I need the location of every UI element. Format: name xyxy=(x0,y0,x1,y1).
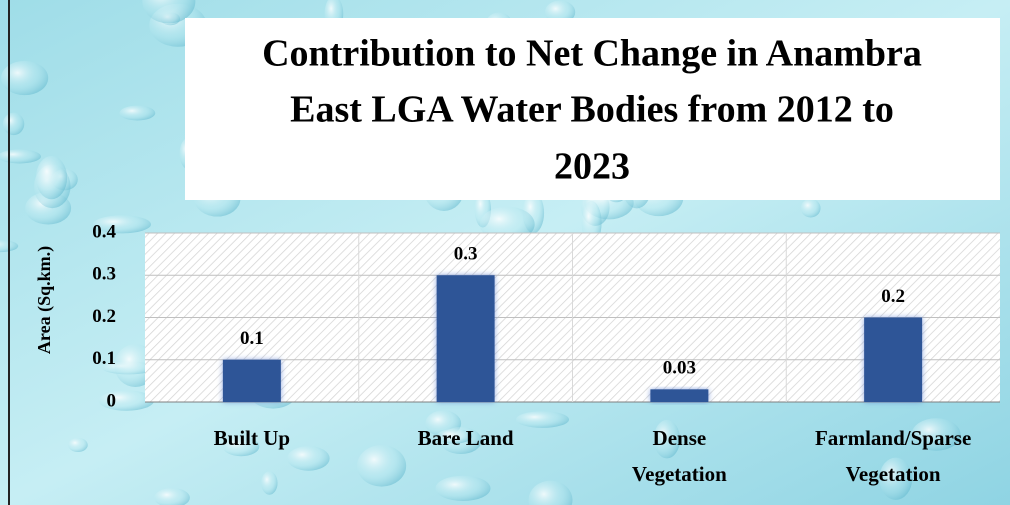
drop xyxy=(356,445,407,487)
y-tick-label: 0 xyxy=(107,390,117,411)
drop xyxy=(154,488,190,505)
drop xyxy=(528,480,573,505)
x-tick-label: Built Up xyxy=(214,426,290,450)
drop xyxy=(515,411,570,428)
drop xyxy=(222,436,260,457)
y-axis-label: Area (Sq.km.) xyxy=(34,246,55,354)
data-label: 0.3 xyxy=(454,244,478,265)
x-tick-label: Farmland/Sparse Vegetation xyxy=(815,426,971,486)
bar xyxy=(650,389,709,402)
drop xyxy=(92,215,151,234)
y-tick-label: 0.3 xyxy=(92,264,116,285)
x-tick-label: Bare Land xyxy=(418,426,514,450)
drop xyxy=(435,475,491,502)
drop xyxy=(653,419,680,459)
y-tick-label: 0.1 xyxy=(92,348,116,369)
chart-title: Contribution to Net Change in Anambra xyxy=(262,33,922,75)
y-tick-label: 0.2 xyxy=(92,306,116,327)
bar xyxy=(222,359,281,402)
drop xyxy=(436,428,473,444)
drop xyxy=(800,198,821,218)
drop xyxy=(879,457,913,500)
bar xyxy=(864,317,923,402)
data-label: 0.03 xyxy=(663,358,696,379)
x-tick-label: Dense Vegetation xyxy=(632,426,727,486)
chart-title: East LGA Water Bodies from 2012 to xyxy=(290,89,894,131)
drop xyxy=(2,112,25,136)
drop xyxy=(911,418,961,451)
drop xyxy=(261,471,278,495)
y-tick-label: 0.4 xyxy=(92,221,116,242)
title-box xyxy=(185,18,1000,200)
drop xyxy=(35,156,68,200)
drop xyxy=(98,390,155,411)
drop xyxy=(119,105,156,121)
drop xyxy=(68,437,88,453)
drop xyxy=(287,446,330,471)
drop xyxy=(1,60,49,96)
drop xyxy=(142,0,196,24)
chart-title: 2023 xyxy=(554,146,630,188)
data-label: 0.2 xyxy=(881,286,905,307)
bar xyxy=(436,275,495,402)
data-label: 0.1 xyxy=(240,328,264,349)
drop xyxy=(0,149,41,164)
